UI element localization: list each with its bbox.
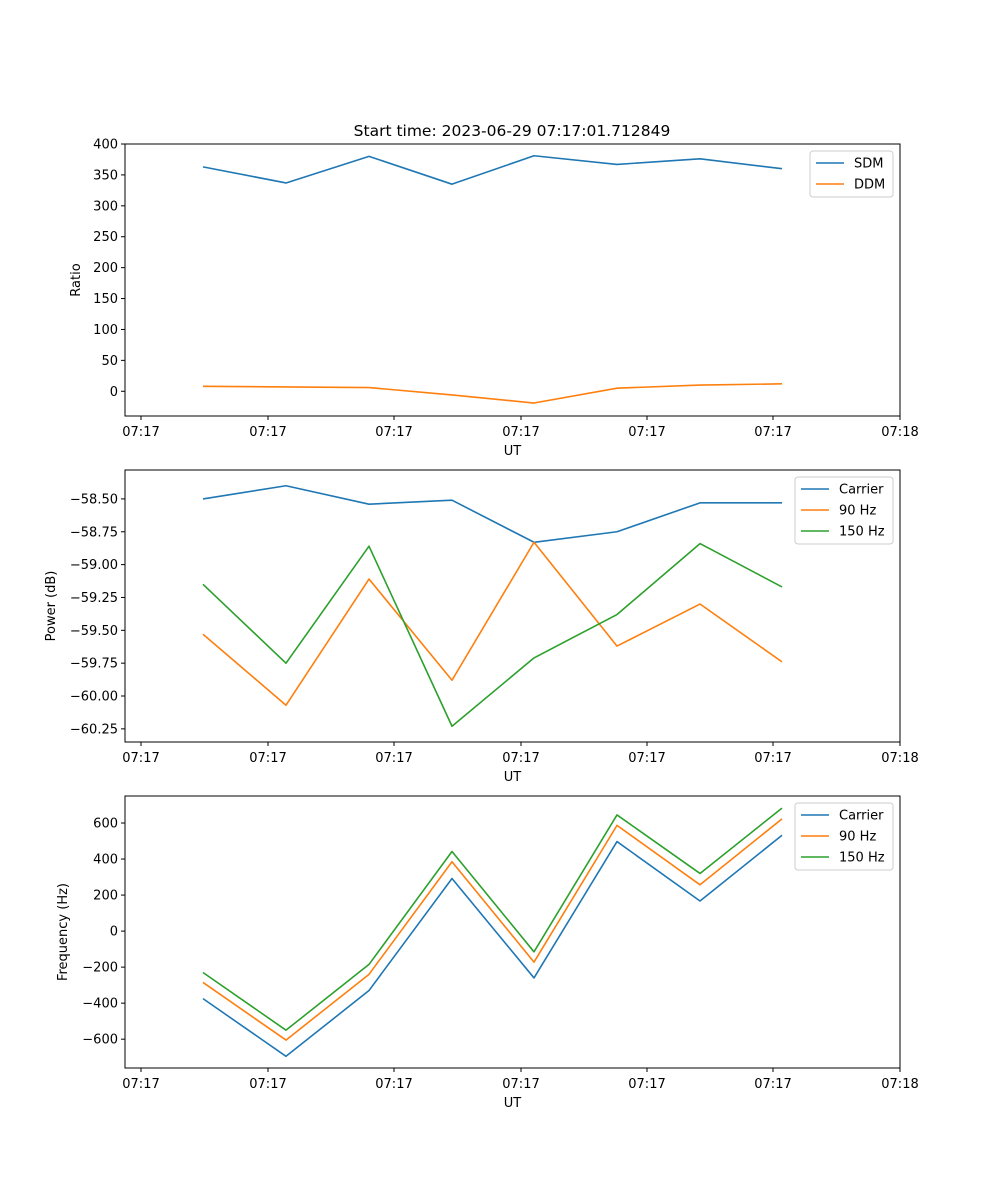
legend-label: Carrier <box>839 483 884 498</box>
series-line-90-hz <box>202 541 783 707</box>
chart-panel-3: 07:17 07:17 07:17 07:17 07:17 07:17 07:18 −600 −… <box>56 795 919 1111</box>
y-tick-label: −59.50 <box>70 624 118 639</box>
axes-frame <box>124 469 901 743</box>
chart-panel-1: 07:17 07:17 07:17 07:17 07:17 07:17 07:18 0 50 10… <box>69 138 919 460</box>
series-line-ddm <box>202 383 783 404</box>
x-tick-label: 07:17 <box>502 425 539 440</box>
x-axis-label: UT <box>504 444 522 459</box>
y-tick-label: 200 <box>93 889 118 904</box>
y-axis-label: Ratio <box>69 263 84 296</box>
x-tick-label: 07:17 <box>122 751 159 766</box>
x-tick-label: 07:17 <box>502 751 539 766</box>
x-tick-label: 07:17 <box>122 1077 159 1092</box>
y-tick-label: 250 <box>93 230 118 245</box>
legend: Carrier 90 Hz 150 Hz <box>794 476 894 545</box>
y-tick-label: −600 <box>82 1033 118 1048</box>
x-tick-label: 07:17 <box>628 1077 665 1092</box>
y-tick-label: −60.00 <box>70 690 118 705</box>
y-tick-label: 0 <box>110 925 118 940</box>
x-tick-label: 07:18 <box>881 1077 918 1092</box>
axes-frame <box>124 795 901 1069</box>
x-tick-label: 07:17 <box>249 425 286 440</box>
x-tick-label: 07:18 <box>881 751 918 766</box>
legend-label: 90 Hz <box>839 504 876 519</box>
x-tick-label: 07:17 <box>122 425 159 440</box>
series-line-sdm <box>202 154 783 185</box>
y-tick-label: 300 <box>93 199 118 214</box>
axes-frame <box>124 143 901 417</box>
series-line-90-hz <box>202 818 783 1041</box>
chart-panel-2: 07:17 07:17 07:17 07:17 07:17 07:17 07:18 −60.2… <box>44 469 919 785</box>
series-line-150-hz <box>202 542 783 728</box>
x-tick-label: 07:17 <box>628 425 665 440</box>
x-tick-label: 07:17 <box>754 1077 791 1092</box>
legend-label: 150 Hz <box>839 851 885 866</box>
y-tick-label: −59.75 <box>70 657 118 672</box>
y-tick-label: 50 <box>101 354 118 369</box>
x-tick-label: 07:17 <box>754 425 791 440</box>
x-tick-label: 07:17 <box>375 751 412 766</box>
y-tick-label: −58.50 <box>70 492 118 507</box>
legend-box <box>794 802 894 871</box>
figure-title: Start time: 2023-06-29 07:17:01.712849 <box>354 122 671 140</box>
legend-box <box>794 476 894 545</box>
x-tick-label: 07:17 <box>502 1077 539 1092</box>
legend-label: DDM <box>854 178 885 193</box>
legend-label: SDM <box>854 157 883 172</box>
x-tick-label: 07:17 <box>249 751 286 766</box>
x-tick-label: 07:17 <box>628 751 665 766</box>
x-tick-label: 07:17 <box>754 751 791 766</box>
x-tick-label: 07:17 <box>249 1077 286 1092</box>
legend: Carrier 90 Hz 150 Hz <box>794 802 894 871</box>
series-line-150-hz <box>202 807 783 1031</box>
y-tick-label: 0 <box>110 385 118 400</box>
y-tick-label: 200 <box>93 261 118 276</box>
y-tick-label: −60.25 <box>70 722 118 737</box>
y-tick-label: 600 <box>93 817 118 832</box>
y-tick-label: −59.00 <box>70 558 118 573</box>
y-tick-label: −200 <box>82 961 118 976</box>
y-tick-label: 400 <box>93 853 118 868</box>
x-tick-label: 07:17 <box>375 425 412 440</box>
y-tick-label: −400 <box>82 997 118 1012</box>
x-tick-label: 07:18 <box>881 425 918 440</box>
legend-label: 90 Hz <box>839 830 876 845</box>
y-axis-label: Power (dB) <box>44 571 59 642</box>
y-tick-label: −58.75 <box>70 525 118 540</box>
y-tick-label: −59.25 <box>70 591 118 606</box>
x-axis-label: UT <box>504 770 522 785</box>
y-axis-label: Frequency (Hz) <box>56 883 71 981</box>
x-tick-label: 07:17 <box>375 1077 412 1092</box>
legend: SDM DDM <box>809 150 894 198</box>
series-line-carrier <box>202 484 782 544</box>
legend-label: Carrier <box>839 809 884 824</box>
y-tick-label: 400 <box>93 138 118 153</box>
x-axis-label: UT <box>504 1096 522 1111</box>
y-tick-label: 350 <box>93 168 118 183</box>
series-line-carrier <box>202 834 783 1058</box>
y-tick-label: 150 <box>93 292 118 307</box>
legend-label: 150 Hz <box>839 525 885 540</box>
y-tick-label: 100 <box>93 323 118 338</box>
